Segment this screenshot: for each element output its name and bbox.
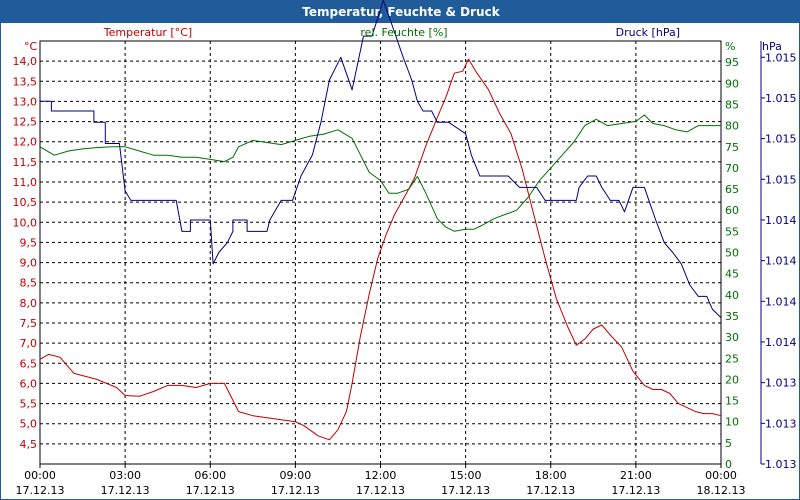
x-tick-time: 18:00 <box>535 469 567 482</box>
x-tick-time: 15:00 <box>450 469 482 482</box>
temperature-tick-label: 6,0 <box>20 377 38 390</box>
pressure-tick-label: 1.015 <box>765 173 797 186</box>
pressure-tick-label: 1.014 <box>765 336 797 349</box>
humidity-tick-label: 95 <box>725 56 739 69</box>
humidity-tick-label: 70 <box>725 162 739 175</box>
humidity-tick-label: 5 <box>725 437 732 450</box>
x-tick-date: 17.12.13 <box>16 484 65 497</box>
temperature-tick-label: 10,0 <box>13 216 38 229</box>
pressure-tick-label: 1.015 <box>765 133 797 146</box>
temperature-tick-label: 10,5 <box>13 196 38 209</box>
pressure-axis-unit: hPa <box>762 40 782 53</box>
temperature-tick-label: 6,5 <box>20 357 38 370</box>
pressure-tick-label: 1.013 <box>765 417 797 430</box>
temperature-axis-unit: °C <box>24 40 38 53</box>
x-tick-time: 21:00 <box>620 469 652 482</box>
x-tick-date: 17.12.13 <box>356 484 405 497</box>
temperature-tick-label: 4,5 <box>20 438 38 451</box>
pressure-tick-label: 1.014 <box>765 214 797 227</box>
chart-title: Temperatur, Feuchte & Druck <box>1 1 800 23</box>
grid <box>40 41 721 464</box>
humidity-tick-label: 10 <box>725 416 739 429</box>
x-tick-date: 18.12.13 <box>697 484 746 497</box>
humidity-tick-label: 50 <box>725 247 739 260</box>
x-tick-time: 06:00 <box>194 469 226 482</box>
x-tick-time: 09:00 <box>280 469 312 482</box>
pressure-tick-label: 1.015 <box>765 51 797 64</box>
temperature-tick-label: 5,0 <box>20 418 38 431</box>
temperature-series-line <box>39 58 722 441</box>
data-series <box>39 0 722 441</box>
temperature-tick-label: 5,5 <box>20 398 38 411</box>
humidity-axis-unit: % <box>725 40 735 53</box>
humidity-tick-label: 75 <box>725 141 739 154</box>
pressure-axis-label: Druck [hPa] <box>616 26 680 39</box>
tick-labels: 4,5 5,0 5,5 6,0 6,5 7,0 7,5 8,0 8,5 9,0 9,5 10,0 10,… <box>13 51 797 497</box>
axes <box>39 41 765 468</box>
pressure-tick-label: 1.013 <box>765 377 797 390</box>
x-tick-time: 00:00 <box>24 469 56 482</box>
temperature-tick-label: 8,0 <box>20 297 38 310</box>
x-tick-time: 03:00 <box>109 469 141 482</box>
x-tick-date: 17.12.13 <box>101 484 150 497</box>
humidity-tick-label: 65 <box>725 183 739 196</box>
humidity-tick-label: 15 <box>725 395 739 408</box>
pressure-tick-label: 1.013 <box>765 458 797 471</box>
x-tick-time: 12:00 <box>365 469 397 482</box>
x-tick-time: 00:00 <box>705 469 737 482</box>
x-tick-date: 17.12.13 <box>271 484 320 497</box>
humidity-tick-label: 45 <box>725 268 739 281</box>
temperature-tick-label: 9,5 <box>20 236 38 249</box>
temperature-tick-label: 13,5 <box>13 75 38 88</box>
pressure-series-line <box>40 0 722 318</box>
pressure-tick-label: 1.015 <box>765 92 797 105</box>
x-tick-date: 17.12.13 <box>441 484 490 497</box>
pressure-tick-label: 1.014 <box>765 255 797 268</box>
humidity-tick-label: 85 <box>725 98 739 111</box>
humidity-tick-label: 90 <box>725 77 739 90</box>
temperature-axis-label: Temperatur [°C] <box>103 26 192 39</box>
temperature-tick-label: 7,0 <box>20 337 38 350</box>
temperature-tick-label: 12,0 <box>13 136 38 149</box>
temperature-tick-label: 7,5 <box>20 317 38 330</box>
humidity-tick-label: 20 <box>725 373 739 386</box>
x-tick-date: 17.12.13 <box>186 484 235 497</box>
humidity-tick-label: 35 <box>725 310 739 323</box>
humidity-tick-label: 55 <box>725 225 739 238</box>
temperature-tick-label: 9,0 <box>20 257 38 270</box>
temperature-tick-label: 8,5 <box>20 277 38 290</box>
x-tick-date: 17.12.13 <box>526 484 575 497</box>
x-tick-date: 17.12.13 <box>611 484 660 497</box>
temperature-tick-label: 11,0 <box>13 176 38 189</box>
humidity-tick-label: 40 <box>725 289 739 302</box>
humidity-tick-label: 80 <box>725 120 739 133</box>
humidity-tick-label: 30 <box>725 331 739 344</box>
humidity-series-line <box>39 114 721 232</box>
temperature-tick-label: 12,5 <box>13 116 38 129</box>
humidity-axis-label: rel. Feuchte [%] <box>360 26 447 39</box>
temperature-tick-label: 14,0 <box>13 55 38 68</box>
temperature-tick-label: 11,5 <box>13 156 38 169</box>
humidity-tick-label: 0 <box>725 458 732 471</box>
humidity-tick-label: 25 <box>725 352 739 365</box>
temperature-tick-label: 13,0 <box>13 95 38 108</box>
humidity-tick-label: 60 <box>725 204 739 217</box>
pressure-tick-label: 1.014 <box>765 295 797 308</box>
